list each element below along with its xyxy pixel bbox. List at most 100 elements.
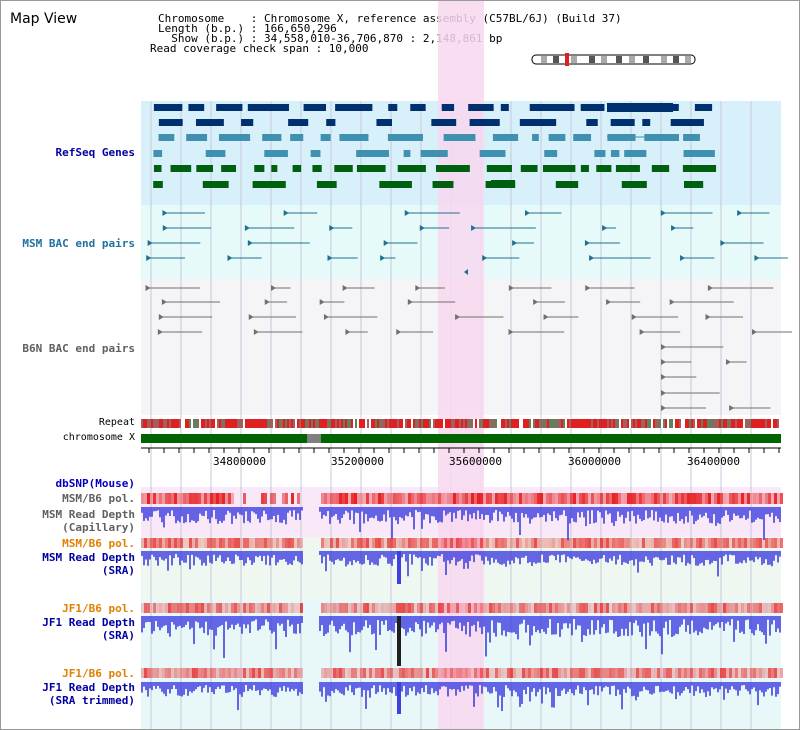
read-depth-bar bbox=[297, 551, 299, 562]
read-depth-bar bbox=[569, 682, 571, 690]
read-depth-bar bbox=[235, 507, 237, 519]
read-depth-bar bbox=[555, 616, 557, 635]
read-depth-bar bbox=[179, 551, 181, 566]
read-depth-bar bbox=[453, 616, 455, 621]
read-depth-bar bbox=[451, 682, 453, 690]
read-depth-bar bbox=[623, 616, 625, 636]
read-depth-bar bbox=[587, 682, 589, 706]
polymorphism-cell bbox=[228, 603, 231, 613]
polymorphism-cell bbox=[342, 668, 345, 678]
polymorphism-cell bbox=[381, 668, 384, 678]
read-depth-bar bbox=[647, 551, 649, 560]
read-depth-bar bbox=[383, 507, 385, 515]
gene-feature bbox=[500, 104, 509, 111]
polymorphism-cell bbox=[258, 603, 261, 613]
read-depth-bar bbox=[271, 682, 273, 695]
read-depth-bar bbox=[247, 507, 249, 521]
read-depth-bar bbox=[751, 507, 753, 523]
polymorphism-cell bbox=[195, 668, 198, 678]
polymorphism-cell bbox=[651, 603, 654, 613]
read-depth-bar bbox=[499, 682, 501, 696]
read-depth-bar bbox=[727, 682, 729, 694]
read-depth-bar bbox=[729, 551, 731, 555]
polymorphism-cell bbox=[747, 668, 750, 678]
polymorphism-cell bbox=[411, 538, 414, 548]
gene-feature bbox=[170, 165, 192, 172]
polymorphism-cell bbox=[489, 603, 492, 613]
read-depth-bar bbox=[671, 551, 673, 556]
polymorphism-cell bbox=[441, 603, 444, 613]
repeat-segment bbox=[687, 419, 689, 428]
repeat-segment bbox=[561, 419, 563, 428]
repeat-segment bbox=[229, 419, 231, 428]
gene-feature bbox=[683, 181, 704, 188]
polymorphism-cell bbox=[153, 538, 156, 548]
polymorphism-cell bbox=[387, 493, 390, 504]
repeat-segment bbox=[203, 419, 205, 428]
repeat-segment bbox=[493, 419, 495, 428]
msm-bac-end bbox=[482, 255, 488, 261]
repeat-segment bbox=[743, 419, 745, 428]
read-depth-bar bbox=[749, 551, 751, 561]
polymorphism-cell bbox=[471, 668, 474, 678]
polymorphism-cell bbox=[357, 603, 360, 613]
read-depth-bar bbox=[457, 551, 459, 562]
read-depth-bar bbox=[575, 616, 577, 630]
read-depth-bar bbox=[681, 682, 683, 694]
polymorphism-cell bbox=[222, 493, 225, 504]
repeat-segment bbox=[221, 419, 223, 428]
read-depth-bar bbox=[515, 507, 517, 513]
read-depth-bar bbox=[415, 682, 417, 696]
refseq-genes-label[interactable]: RefSeq Genes bbox=[55, 146, 135, 159]
polymorphism-cell bbox=[285, 538, 288, 548]
read-depth-bar bbox=[697, 682, 699, 687]
read-depth-bar bbox=[625, 682, 627, 693]
read-depth-bar bbox=[459, 682, 461, 693]
polymorphism-cell bbox=[519, 603, 522, 613]
read-depth-bar bbox=[475, 616, 477, 632]
read-depth-bar bbox=[609, 682, 611, 695]
read-depth-bar bbox=[747, 616, 749, 620]
read-depth-bar bbox=[559, 507, 561, 516]
polymorphism-cell bbox=[531, 538, 534, 548]
polymorphism-cell bbox=[564, 603, 567, 613]
read-depth-bar bbox=[147, 616, 149, 622]
read-depth-bar bbox=[219, 551, 221, 556]
read-depth-bar bbox=[509, 551, 511, 565]
polymorphism-cell bbox=[396, 538, 399, 548]
read-depth-bar bbox=[607, 682, 609, 688]
repeat-segment bbox=[189, 419, 191, 428]
msm-bac-end bbox=[525, 210, 531, 216]
dbsnp-label[interactable]: dbSNP(Mouse) bbox=[55, 477, 135, 490]
b6n-bac-end bbox=[707, 285, 713, 291]
repeat-segment bbox=[711, 419, 713, 428]
polymorphism-cell bbox=[492, 603, 495, 613]
polymorphism-cell bbox=[156, 668, 159, 678]
b6n-bac-label[interactable]: B6N BAC end pairs bbox=[22, 342, 135, 355]
read-depth-bar bbox=[207, 682, 209, 693]
polymorphism-cell bbox=[405, 493, 408, 504]
polymorphism-cell bbox=[366, 538, 369, 548]
read-depth-bar bbox=[659, 682, 661, 693]
read-depth-bar bbox=[181, 682, 183, 697]
repeat-segment bbox=[207, 419, 209, 428]
polymorphism-cell bbox=[570, 493, 573, 504]
polymorphism-cell bbox=[750, 538, 753, 548]
read-depth-bar bbox=[507, 616, 509, 632]
repeat-segment bbox=[367, 419, 369, 428]
b6n-bac-end bbox=[726, 359, 732, 365]
repeat-segment bbox=[507, 419, 509, 428]
polymorphism-cell bbox=[588, 603, 591, 613]
read-depth-bar bbox=[419, 682, 421, 694]
repeat-segment bbox=[255, 419, 257, 428]
repeat-segment bbox=[749, 419, 751, 428]
polymorphism-cell bbox=[534, 603, 537, 613]
polymorphism-cell bbox=[405, 538, 408, 548]
read-depth-bar bbox=[675, 551, 677, 565]
repeat-segment bbox=[609, 419, 611, 428]
gene-feature bbox=[441, 104, 455, 111]
gene-feature bbox=[683, 134, 700, 141]
polymorphism-cell bbox=[210, 538, 213, 548]
msm-bac-label[interactable]: MSM BAC end pairs bbox=[22, 237, 135, 250]
